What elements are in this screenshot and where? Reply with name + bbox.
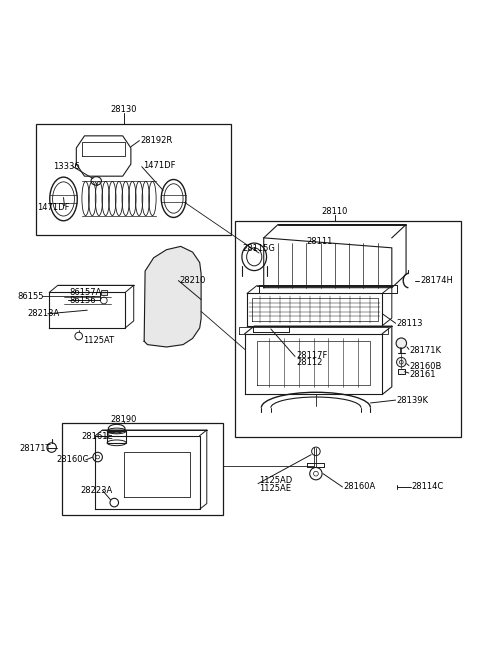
Bar [101,290,107,295]
Circle shape [396,338,407,348]
Bar [398,369,405,373]
Text: 28192R: 28192R [140,136,173,145]
Circle shape [396,358,406,367]
Text: 28112: 28112 [296,358,323,367]
Text: 28213A: 28213A [27,309,60,318]
Text: 28111: 28111 [306,237,333,246]
Text: 28139K: 28139K [396,396,429,405]
Text: 86156: 86156 [69,296,96,305]
Text: 28161: 28161 [410,369,436,379]
Text: 13336: 13336 [53,162,79,171]
Circle shape [47,443,56,452]
Text: 86157A: 86157A [69,288,102,297]
Text: 28171K: 28171K [410,346,442,355]
Circle shape [75,333,83,340]
Text: 28115G: 28115G [242,244,275,253]
Text: 28210: 28210 [180,276,206,285]
Circle shape [310,468,322,480]
Text: 28171T: 28171T [19,445,51,453]
Text: 86155: 86155 [17,292,44,300]
Text: 28114C: 28114C [412,482,444,491]
Text: 1125AE: 1125AE [259,484,291,493]
Circle shape [312,447,320,456]
Text: 1471DF: 1471DF [143,161,175,170]
Text: 28223A: 28223A [80,485,112,495]
Text: 28160C: 28160C [56,455,89,464]
Text: 28160B: 28160B [410,362,442,371]
Text: 28161E: 28161E [81,432,113,441]
Text: 1125AD: 1125AD [259,476,292,485]
Circle shape [93,452,102,462]
Text: 28117F: 28117F [296,350,327,359]
Text: 28174H: 28174H [420,276,453,285]
Text: 28160A: 28160A [343,482,376,491]
Bar [235,221,461,437]
Circle shape [100,297,107,304]
Polygon shape [144,247,201,347]
Circle shape [110,499,119,507]
Bar [62,423,223,516]
Text: 28130: 28130 [110,105,137,114]
Text: 1125AT: 1125AT [84,337,115,345]
Text: 28190: 28190 [110,415,137,424]
Bar [36,124,230,236]
Text: 1471DF: 1471DF [37,203,70,211]
Text: 28110: 28110 [322,207,348,216]
Text: 28113: 28113 [396,319,423,328]
